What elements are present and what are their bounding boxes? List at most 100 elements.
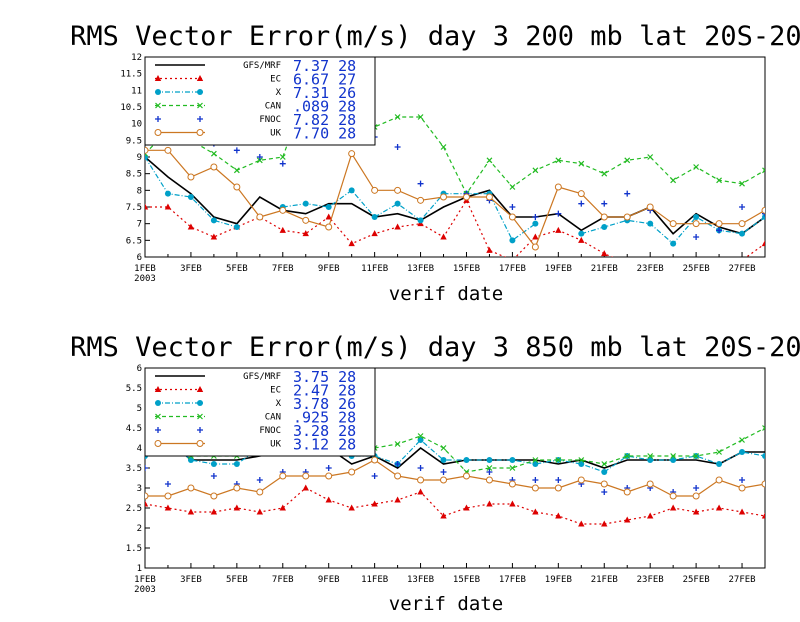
data-point-can — [555, 157, 562, 164]
data-point-ec — [164, 203, 172, 210]
x-tick-label: 11FEB — [361, 575, 388, 585]
legend-label-can: CAN — [265, 102, 281, 112]
data-point-ec — [256, 508, 264, 515]
data-point-uk — [462, 193, 470, 201]
data-point-ec — [669, 504, 677, 511]
data-point-uk — [554, 183, 562, 191]
x-tick-label: 1FEB — [134, 264, 156, 274]
data-point-fnoc — [210, 473, 217, 479]
data-point-uk — [210, 492, 218, 500]
data-point-can — [279, 154, 286, 160]
data-point-can — [647, 453, 654, 459]
y-tick-label: 3 — [137, 484, 142, 494]
data-point-fnoc — [440, 469, 447, 475]
data-point-fnoc — [693, 485, 700, 491]
data-point-fnoc — [624, 190, 631, 197]
data-point-ec — [463, 504, 470, 511]
legend-label-uk: UK — [270, 440, 281, 450]
data-point-fnoc — [325, 465, 332, 471]
data-point-fnoc — [417, 180, 424, 187]
x-tick-label: 15FEB — [453, 264, 480, 274]
data-point-ec — [650, 256, 651, 257]
data-point-uk — [577, 190, 585, 198]
data-point-x — [233, 224, 240, 230]
y-tick-label: 2 — [137, 524, 142, 534]
x-tick-label: 17FEB — [499, 264, 526, 274]
data-point-x — [302, 200, 309, 207]
data-point-uk — [394, 186, 402, 194]
data-point-can — [578, 457, 585, 463]
y-tick-label: 3.5 — [126, 464, 142, 474]
data-point-ec — [187, 223, 195, 230]
data-point-can — [417, 114, 424, 120]
y-tick-label: 8 — [137, 186, 142, 196]
data-point-uk — [371, 456, 379, 464]
legend-marker-ec — [154, 75, 162, 81]
legend-label-can: CAN — [265, 413, 281, 423]
data-point-uk — [187, 484, 195, 492]
data-point-x — [509, 457, 516, 463]
data-point-ec — [578, 236, 585, 243]
legend-stat-gfs-mrf: 3.75 28 — [293, 368, 356, 386]
y-tick-label: 2.5 — [126, 504, 142, 514]
legend-marker-fnoc — [197, 116, 203, 122]
series-line-gfs-mrf — [145, 156, 765, 235]
series-line-ec — [145, 487, 765, 525]
data-point-uk — [692, 492, 700, 500]
legend-label-ec: EC — [270, 386, 281, 396]
legend-marker-can — [197, 413, 203, 420]
data-point-ec — [302, 484, 309, 491]
x-tick-label: 1FEB — [134, 575, 156, 585]
data-point-ec — [486, 246, 493, 253]
data-point-ec — [440, 512, 447, 519]
data-point-uk — [692, 220, 700, 228]
data-point-can — [716, 177, 722, 184]
data-point-uk — [325, 472, 333, 480]
x-tick-label: 21FEB — [591, 575, 618, 585]
data-point-x — [693, 214, 700, 220]
data-point-x — [578, 461, 585, 467]
data-point-x — [739, 449, 746, 455]
data-point-uk — [145, 492, 149, 500]
data-point-x — [164, 190, 171, 197]
series-line-uk — [145, 149, 765, 249]
data-point-uk — [440, 476, 448, 484]
y-tick-label: 7 — [137, 220, 142, 230]
series-line-ec — [145, 199, 765, 257]
x-tick-label: 25FEB — [683, 264, 710, 274]
chart-title: RMS Vector Error(m/s) day 3 200 mb lat 2… — [70, 21, 800, 52]
data-point-uk — [646, 203, 654, 211]
data-point-can — [532, 457, 539, 463]
data-point-ec — [233, 504, 241, 511]
legend-marker-can — [197, 102, 203, 109]
data-point-can — [670, 453, 677, 459]
data-point-ec — [512, 256, 513, 257]
data-point-ec — [210, 508, 218, 515]
chart-panel-1: RMS Vector Error(m/s) day 3 200 mb lat 2… — [70, 21, 800, 305]
x-tick-label: 25FEB — [683, 575, 710, 585]
data-point-uk — [302, 472, 310, 480]
data-point-uk — [233, 484, 241, 492]
x-tick-label: 5FEB — [226, 264, 248, 274]
data-point-fnoc — [739, 204, 746, 210]
data-point-uk — [145, 146, 149, 154]
legend-stat-ec: 6.67 27 — [293, 71, 356, 89]
data-point-can — [256, 157, 263, 164]
legend-box — [144, 367, 376, 457]
data-point-x — [348, 187, 355, 194]
data-point-uk — [440, 193, 448, 201]
legend-label-gfs-mrf: GFS/MRF — [243, 372, 281, 382]
data-point-can — [417, 433, 424, 439]
data-point-ec — [394, 223, 401, 230]
data-point-fnoc — [233, 147, 240, 154]
y-tick-label: 8.5 — [126, 170, 142, 180]
legend-marker-x — [197, 400, 203, 406]
data-point-can — [394, 441, 401, 447]
legend-stat-uk: 3.12 28 — [293, 436, 356, 454]
data-point-fnoc — [716, 227, 723, 234]
data-point-ec — [371, 230, 378, 237]
data-point-can — [210, 150, 217, 157]
data-point-uk — [348, 468, 356, 476]
data-point-can — [716, 449, 722, 455]
series-line-x — [145, 439, 765, 473]
